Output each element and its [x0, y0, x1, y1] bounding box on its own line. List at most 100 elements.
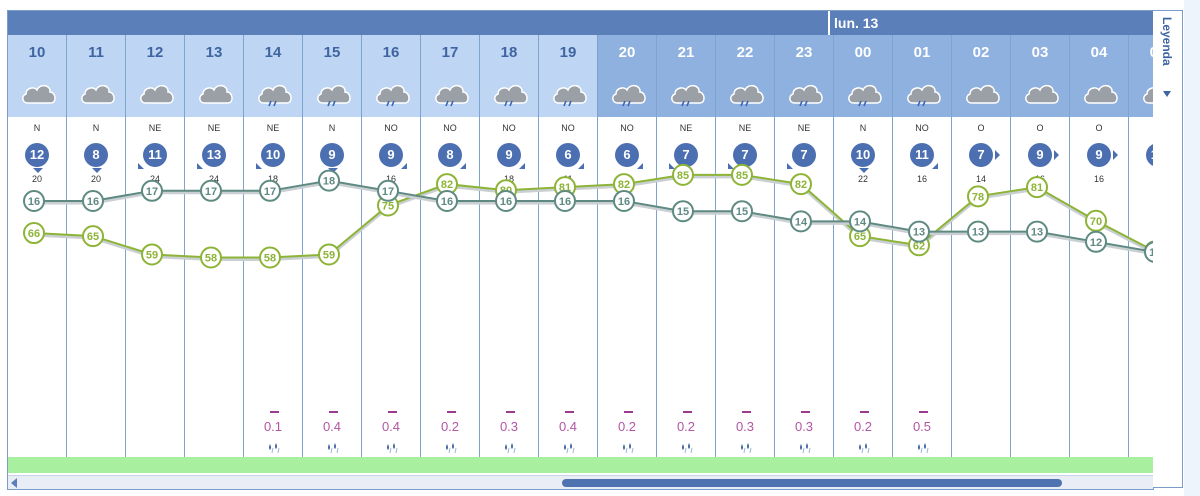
precipitation-bar — [919, 411, 928, 413]
hour-column: 11 N 8 20 — [67, 35, 126, 469]
wind-gust: 16 — [385, 174, 396, 184]
hour-label: 15 — [323, 44, 341, 61]
wind-gust: 18 — [503, 174, 514, 184]
hour-label: 11 — [88, 44, 104, 61]
precipitation-bar — [506, 411, 515, 413]
precipitation-amount: 0.4 — [558, 419, 578, 434]
wind-arrow-icon — [256, 163, 262, 169]
hour-header: 19 — [539, 35, 597, 117]
hour-header: 10 — [8, 35, 66, 117]
precipitation-amount: 0.4 — [381, 419, 401, 434]
cloud-icon — [1081, 79, 1121, 107]
day-divider — [828, 11, 830, 35]
wind-speed-badge: 10 — [851, 143, 875, 167]
precipitation-bar — [565, 411, 574, 413]
cloud-icon — [19, 79, 59, 107]
precipitation-amount: 0.3 — [735, 419, 755, 434]
precipitation-bar — [388, 411, 397, 413]
precipitation-cell: 0.4 — [303, 409, 361, 469]
wind-arrow-icon — [1054, 150, 1059, 160]
cloud-icon — [1022, 79, 1062, 107]
hour-header: 04 — [1070, 35, 1128, 117]
wind-gust: 18 — [267, 174, 278, 184]
precipitation-cell: 0.4 — [539, 409, 597, 469]
cloud-icon — [963, 79, 1003, 107]
wind-direction: NE — [148, 123, 162, 133]
hour-label: 04 — [1090, 44, 1108, 61]
rain-cloud-icon — [609, 79, 649, 107]
day-label: lun. 13 — [834, 15, 879, 31]
wind-arrow-icon — [932, 163, 938, 169]
wind-gust: 11 — [563, 174, 573, 184]
precipitation-bar — [801, 411, 810, 413]
wind-speed-badge: 11 — [143, 143, 167, 167]
hour-label: 03 — [1031, 44, 1049, 61]
wind-direction: NO — [502, 123, 516, 133]
wind-speed-badge: 7 — [674, 143, 698, 167]
precipitation-bar — [270, 411, 279, 413]
wind-direction: N — [328, 123, 336, 133]
wind-gust: 24 — [149, 174, 160, 184]
hour-column: 10 N 12 20 — [8, 35, 67, 469]
hour-header: 22 — [716, 35, 774, 117]
precipitation-cell: 0.3 — [775, 409, 833, 469]
wind-arrow-icon — [328, 168, 338, 173]
rain-cloud-icon — [904, 79, 944, 107]
precipitation-amount: 0.5 — [912, 419, 932, 434]
scroll-left-icon[interactable] — [11, 478, 17, 488]
raindrops-icon — [680, 441, 696, 454]
precipitation-cell: 0.4 — [362, 409, 420, 469]
hour-label: 13 — [205, 44, 223, 61]
hour-column: 05 O 10 20 — [1129, 35, 1153, 469]
wind-speed-badge: 7 — [792, 143, 816, 167]
wind-direction: N — [92, 123, 100, 133]
hour-header: 21 — [657, 35, 715, 117]
hour-label: 17 — [441, 44, 459, 61]
hour-column: 18 NO 9 18 0.3 — [480, 35, 539, 469]
hour-label: 20 — [618, 44, 636, 61]
wind-arrow-icon — [460, 163, 466, 169]
hour-column: 22 NE 7 13 0.3 — [716, 35, 775, 469]
wind-arrow-icon — [859, 168, 869, 173]
rain-cloud-icon — [314, 79, 354, 107]
wind-arrow-icon — [197, 163, 203, 169]
precipitation-amount: 0.3 — [499, 419, 519, 434]
legend-tab[interactable]: Leyenda — [1153, 10, 1183, 488]
hour-header: 15 — [303, 35, 361, 117]
wind-gust: 14 — [975, 174, 986, 184]
raindrops-icon — [503, 441, 519, 454]
wind-direction: NE — [738, 123, 752, 133]
rain-cloud-icon — [255, 79, 295, 107]
hour-column: 15 N 9 19 0.4 — [303, 35, 362, 469]
wind-gust: 12 — [621, 174, 632, 184]
raindrops-icon — [621, 441, 637, 454]
wind-direction: O — [1095, 123, 1103, 133]
precipitation-amount: 0.2 — [676, 419, 696, 434]
wind-arrow-icon — [519, 163, 525, 169]
wind-speed-badge: 12 — [25, 143, 49, 167]
precipitation-amount: 0.4 — [322, 419, 342, 434]
wind-direction: O — [1036, 123, 1044, 133]
wind-speed-badge: 9 — [497, 143, 521, 167]
wind-arrow-icon — [787, 163, 793, 169]
chevron-down-icon[interactable] — [1163, 91, 1171, 97]
precipitation-amount: 0.2 — [440, 419, 460, 434]
hour-header: 14 — [244, 35, 302, 117]
hour-header: 00 — [834, 35, 892, 117]
hour-column: 19 NO 6 11 0.4 — [539, 35, 598, 469]
scroll-thumb[interactable] — [562, 479, 1062, 487]
wind-gust: 24 — [208, 174, 219, 184]
raindrops-icon — [739, 441, 755, 454]
horizontal-scrollbar[interactable] — [8, 475, 1153, 489]
precipitation-bar — [683, 411, 692, 413]
page-background — [1184, 0, 1200, 496]
wind-speed-badge: 13 — [202, 143, 226, 167]
hour-column: 16 NO 9 16 0.4 — [362, 35, 421, 469]
wind-gust: 22 — [857, 174, 868, 184]
hour-header: 17 — [421, 35, 479, 117]
precipitation-cell: 0.2 — [657, 409, 715, 469]
hour-label: 05 — [1129, 44, 1153, 61]
wind-direction: O — [977, 123, 985, 133]
hour-header: 11 — [67, 35, 125, 117]
wind-gust: 13 — [680, 174, 691, 184]
